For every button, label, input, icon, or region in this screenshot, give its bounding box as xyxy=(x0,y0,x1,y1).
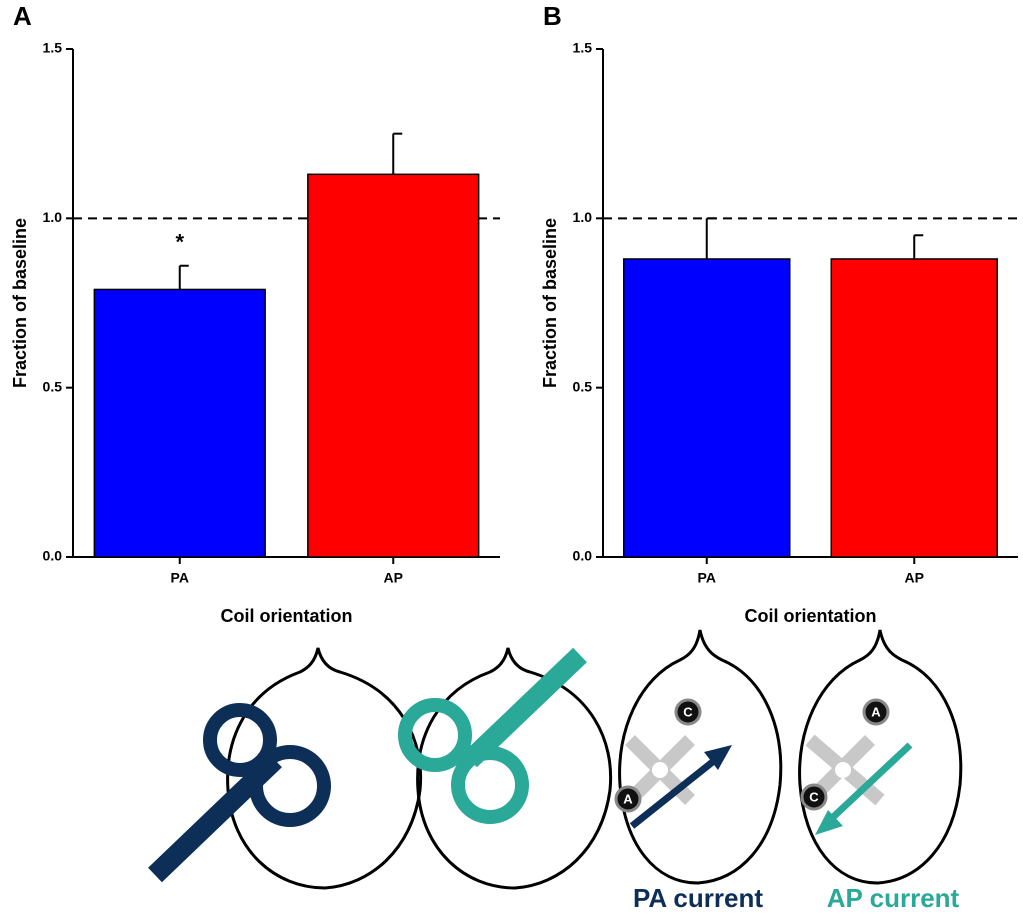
x-axis-label: Coil orientation xyxy=(745,606,877,626)
shadow-center xyxy=(652,762,668,778)
ap-coil xyxy=(405,655,580,817)
y-tick-label: 0.5 xyxy=(43,378,63,394)
pa-coil xyxy=(155,710,324,875)
y-tick-label: 0.0 xyxy=(573,548,593,564)
pa-current-label: PA current xyxy=(633,883,763,913)
electrode-label: A xyxy=(623,791,633,806)
y-tick-label: 0.0 xyxy=(43,548,63,564)
bar xyxy=(308,174,479,557)
x-tick-label: AP xyxy=(384,570,403,586)
panel-label: B xyxy=(543,1,562,31)
shadow-center xyxy=(835,762,851,778)
panel-label: A xyxy=(13,1,32,31)
y-tick-label: 1.5 xyxy=(43,40,63,56)
electrode-label: A xyxy=(871,704,881,719)
bar xyxy=(624,259,790,557)
electrode-label: C xyxy=(809,789,819,804)
bar xyxy=(831,259,997,557)
figure: C A A C A Fraction of baseline Coil orientati… xyxy=(0,0,1023,916)
y-tick-label: 1.0 xyxy=(573,209,593,225)
bar xyxy=(94,289,265,557)
x-axis-label: Coil orientation xyxy=(221,606,353,626)
y-tick-label: 1.5 xyxy=(573,40,593,56)
electrode-label: C xyxy=(683,704,693,719)
x-tick-label: PA xyxy=(698,570,716,586)
x-tick-label: AP xyxy=(905,570,924,586)
page: {"chart_data": [ {"type": "bar", "panel_… xyxy=(0,0,1023,921)
y-tick-label: 1.0 xyxy=(43,209,63,225)
y-axis-label: Fraction of baseline xyxy=(10,218,30,388)
x-tick-label: PA xyxy=(171,570,189,586)
annotation: * xyxy=(175,230,184,255)
ap-current-label: AP current xyxy=(827,883,960,913)
y-tick-label: 0.5 xyxy=(573,378,593,394)
y-axis-label: Fraction of baseline xyxy=(540,218,560,388)
